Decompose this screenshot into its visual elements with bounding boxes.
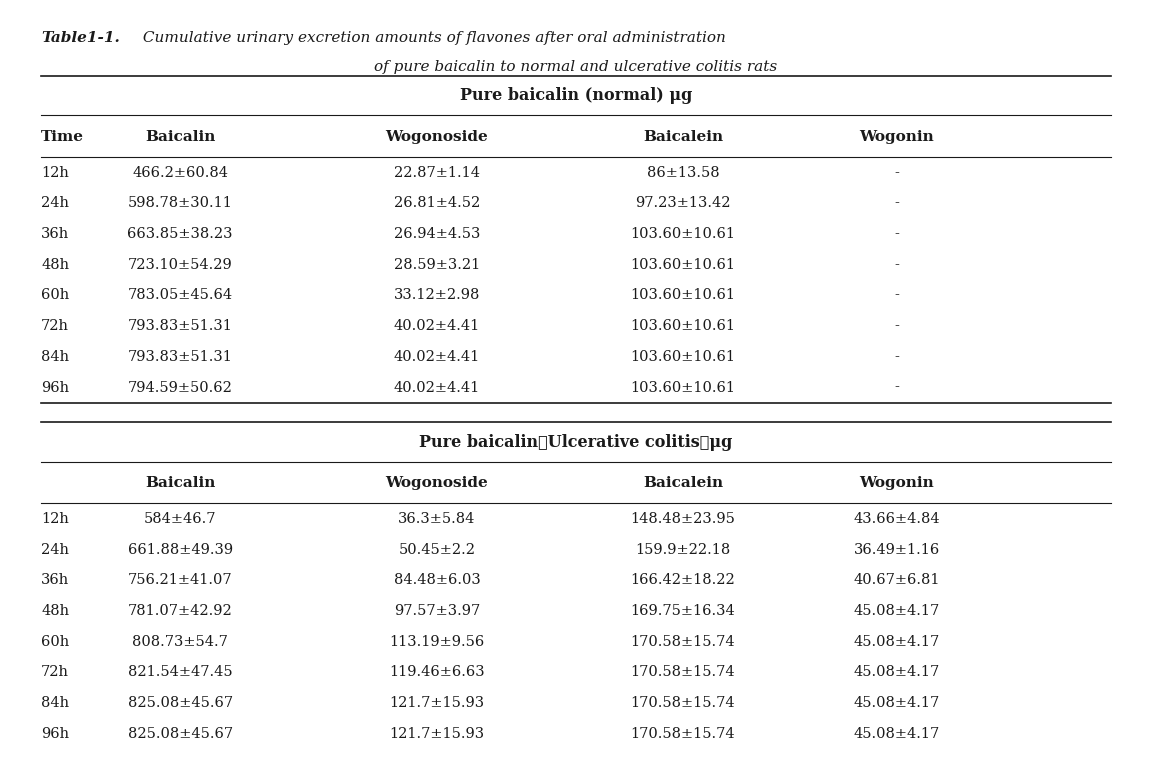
Text: 45.08±4.17: 45.08±4.17 [854,665,940,679]
Text: 26.81±4.52: 26.81±4.52 [394,196,480,210]
Text: Baicalin: Baicalin [145,130,215,144]
Text: 103.60±10.61: 103.60±10.61 [630,289,735,303]
Text: 169.75±16.34: 169.75±16.34 [630,604,735,618]
Text: 159.9±22.18: 159.9±22.18 [636,543,730,557]
Text: -: - [894,227,900,241]
Text: 825.08±45.67: 825.08±45.67 [128,726,233,741]
Text: 50.45±2.2: 50.45±2.2 [399,543,476,557]
Text: Cumulative urinary excretion amounts of flavones after oral administration: Cumulative urinary excretion amounts of … [138,31,726,45]
Text: -: - [894,381,900,394]
Text: 28.59±3.21: 28.59±3.21 [394,258,480,272]
Text: 24h: 24h [41,543,69,557]
Text: 24h: 24h [41,196,69,210]
Text: Wogonoside: Wogonoside [386,130,488,144]
Text: 84h: 84h [41,350,69,364]
Text: 33.12±2.98: 33.12±2.98 [394,289,480,303]
Text: 121.7±15.93: 121.7±15.93 [389,726,485,741]
Text: 45.08±4.17: 45.08±4.17 [854,696,940,710]
Text: 825.08±45.67: 825.08±45.67 [128,696,233,710]
Text: 661.88±49.39: 661.88±49.39 [128,543,233,557]
Text: 103.60±10.61: 103.60±10.61 [630,227,735,241]
Text: 97.57±3.97: 97.57±3.97 [394,604,480,618]
Text: 86±13.58: 86±13.58 [646,166,719,180]
Text: 103.60±10.61: 103.60±10.61 [630,258,735,272]
Text: 96h: 96h [41,381,69,394]
Text: -: - [894,350,900,364]
Text: 793.83±51.31: 793.83±51.31 [128,350,233,364]
Text: 84.48±6.03: 84.48±6.03 [394,574,480,587]
Text: 12h: 12h [41,166,69,180]
Text: 781.07±42.92: 781.07±42.92 [128,604,233,618]
Text: 723.10±54.29: 723.10±54.29 [128,258,233,272]
Text: Wogonin: Wogonin [859,476,934,490]
Text: 808.73±54.7: 808.73±54.7 [132,635,228,648]
Text: 45.08±4.17: 45.08±4.17 [854,604,940,618]
Text: 22.87±1.14: 22.87±1.14 [394,166,480,180]
Text: 598.78±30.11: 598.78±30.11 [128,196,233,210]
Text: 45.08±4.17: 45.08±4.17 [854,726,940,741]
Text: Pure baicalin（Ulcerative colitis）μg: Pure baicalin（Ulcerative colitis）μg [419,434,733,451]
Text: 663.85±38.23: 663.85±38.23 [128,227,233,241]
Text: 72h: 72h [41,665,69,679]
Text: -: - [894,196,900,210]
Text: 103.60±10.61: 103.60±10.61 [630,350,735,364]
Text: 40.02±4.41: 40.02±4.41 [394,319,480,334]
Text: 96h: 96h [41,726,69,741]
Text: 40.67±6.81: 40.67±6.81 [854,574,940,587]
Text: 783.05±45.64: 783.05±45.64 [128,289,233,303]
Text: 36.49±1.16: 36.49±1.16 [854,543,940,557]
Text: 113.19±9.56: 113.19±9.56 [389,635,485,648]
Text: 45.08±4.17: 45.08±4.17 [854,635,940,648]
Text: 40.02±4.41: 40.02±4.41 [394,381,480,394]
Text: 60h: 60h [41,635,69,648]
Text: Baicalin: Baicalin [145,476,215,490]
Text: 97.23±13.42: 97.23±13.42 [635,196,730,210]
Text: 794.59±50.62: 794.59±50.62 [128,381,233,394]
Text: Pure baicalin (normal) μg: Pure baicalin (normal) μg [460,87,692,104]
Text: Baicalein: Baicalein [643,476,723,490]
Text: Time: Time [41,130,84,144]
Text: 170.58±15.74: 170.58±15.74 [630,696,735,710]
Text: 821.54±47.45: 821.54±47.45 [128,665,233,679]
Text: 584±46.7: 584±46.7 [144,512,217,526]
Text: 36.3±5.84: 36.3±5.84 [399,512,476,526]
Text: -: - [894,166,900,180]
Text: 466.2±60.84: 466.2±60.84 [132,166,228,180]
Text: 119.46±6.63: 119.46±6.63 [389,665,485,679]
Text: -: - [894,289,900,303]
Text: 40.02±4.41: 40.02±4.41 [394,350,480,364]
Text: -: - [894,319,900,334]
Text: 36h: 36h [41,227,69,241]
Text: 170.58±15.74: 170.58±15.74 [630,665,735,679]
Text: 170.58±15.74: 170.58±15.74 [630,726,735,741]
Text: 72h: 72h [41,319,69,334]
Text: Wogonoside: Wogonoside [386,476,488,490]
Text: Table1-1.: Table1-1. [41,31,120,45]
Text: 84h: 84h [41,696,69,710]
Text: 26.94±4.53: 26.94±4.53 [394,227,480,241]
Text: 103.60±10.61: 103.60±10.61 [630,319,735,334]
Text: 103.60±10.61: 103.60±10.61 [630,381,735,394]
Text: -: - [894,258,900,272]
Text: Wogonin: Wogonin [859,130,934,144]
Text: 48h: 48h [41,604,69,618]
Text: 12h: 12h [41,512,69,526]
Text: of pure baicalin to normal and ulcerative colitis rats: of pure baicalin to normal and ulcerativ… [374,60,778,74]
Text: 756.21±41.07: 756.21±41.07 [128,574,233,587]
Text: 60h: 60h [41,289,69,303]
Text: 170.58±15.74: 170.58±15.74 [630,635,735,648]
Text: Baicalein: Baicalein [643,130,723,144]
Text: 121.7±15.93: 121.7±15.93 [389,696,485,710]
Text: 166.42±18.22: 166.42±18.22 [630,574,735,587]
Text: 43.66±4.84: 43.66±4.84 [854,512,940,526]
Text: 36h: 36h [41,574,69,587]
Text: 48h: 48h [41,258,69,272]
Text: 793.83±51.31: 793.83±51.31 [128,319,233,334]
Text: 148.48±23.95: 148.48±23.95 [630,512,735,526]
